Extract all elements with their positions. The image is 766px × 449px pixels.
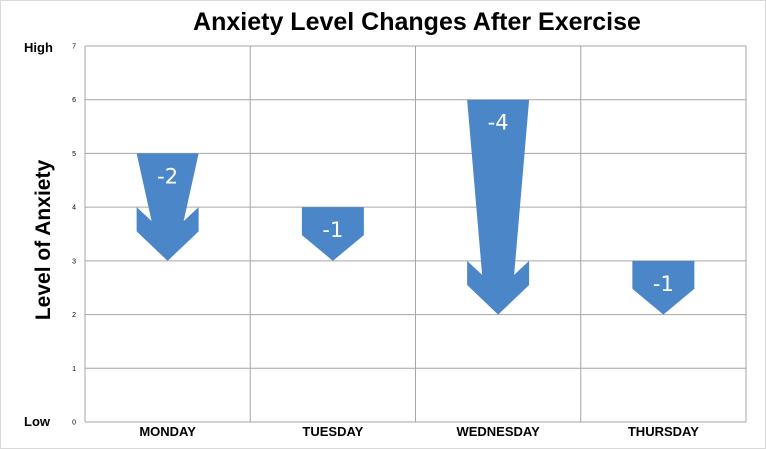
y-axis-label: Level of Anxiety xyxy=(32,160,55,321)
y-tick-label: 1 xyxy=(72,366,76,373)
chart-title: Anxiety Level Changes After Exercise xyxy=(193,8,641,36)
x-categories: MONDAY TUESDAY WEDNESDAY THURSDAY xyxy=(139,424,699,439)
change-arrow xyxy=(301,207,364,261)
y-low-label: Low xyxy=(24,414,51,429)
y-tick-label: 2 xyxy=(72,312,76,319)
change-label: -4 xyxy=(488,111,509,135)
x-tick-label: THURSDAY xyxy=(628,424,699,439)
change-label: -2 xyxy=(157,164,178,188)
x-tick-label: MONDAY xyxy=(139,424,196,439)
change-label: -1 xyxy=(653,272,674,296)
y-tick-label: 5 xyxy=(72,151,76,158)
change-arrow xyxy=(467,99,530,315)
y-ticks: 0 1 2 3 4 5 6 7 xyxy=(72,44,76,427)
y-tick-label: 4 xyxy=(72,205,76,212)
y-tick-label: 3 xyxy=(72,258,76,265)
change-label: -1 xyxy=(322,218,343,242)
x-tick-label: TUESDAY xyxy=(302,424,363,439)
plot-marks: -2 -1 -4 -1 xyxy=(136,99,695,315)
change-arrow xyxy=(632,260,695,315)
y-high-label: High xyxy=(24,40,53,55)
y-tick-label: 0 xyxy=(72,420,76,427)
change-arrow xyxy=(136,153,199,261)
y-tick-label: 7 xyxy=(72,44,76,51)
x-tick-label: WEDNESDAY xyxy=(456,424,540,439)
y-tick-label: 6 xyxy=(72,97,76,104)
